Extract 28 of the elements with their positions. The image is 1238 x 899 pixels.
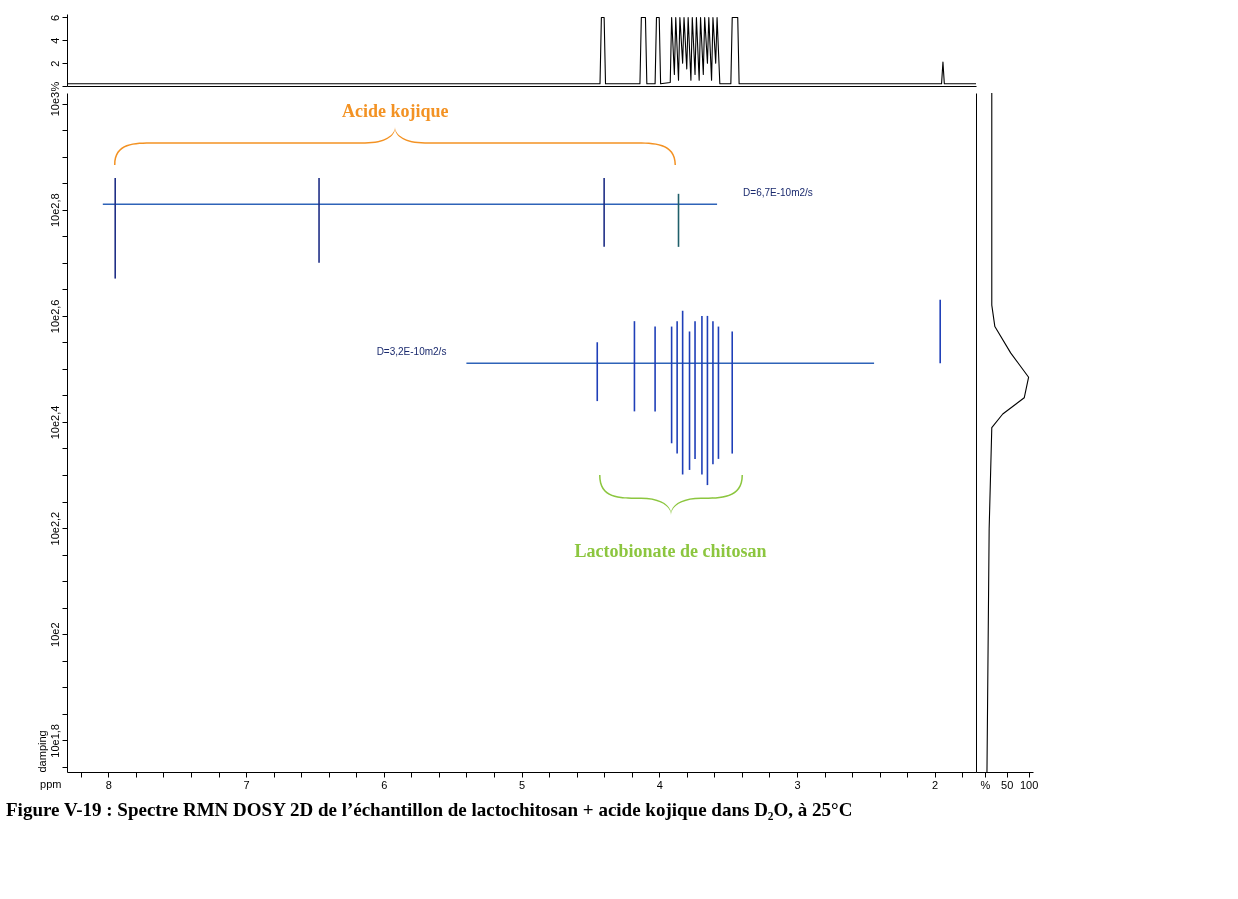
text: D=6,7E-10m2/s <box>743 187 813 199</box>
y-tick-label: % <box>48 81 61 92</box>
x-tick-label: 50 <box>1001 778 1014 791</box>
y-tick-label: 2 <box>48 60 61 67</box>
y-tick-label: 4 <box>48 37 61 44</box>
y-tick-label: 10e2,6 <box>48 299 61 334</box>
y-tick-label: 10e2,2 <box>48 511 61 546</box>
x-tick-label: 8 <box>105 778 112 791</box>
x-axis-title: ppm <box>40 777 62 790</box>
x-tick-label: 4 <box>656 778 663 791</box>
y-tick-label: 10e1,8 <box>48 724 61 758</box>
x-tick-label: 2 <box>932 778 939 791</box>
y-tick-label: 6 <box>48 14 61 21</box>
text: Figure V-19 : Spectre RMN DOSY 2D de l’échantillon de lactochitosan + acide kojique dans D₂O, à 25°C <box>6 798 854 822</box>
annotation: Lactobionate de chitosan <box>574 541 767 561</box>
annotation: Acide kojique <box>341 101 449 122</box>
x-tick-label: 7 <box>243 778 250 791</box>
x-tick-label: 6 <box>381 778 388 791</box>
x-tick-label: % <box>980 778 991 791</box>
x-tick-label: 100 <box>1019 778 1039 791</box>
text: D=3,2E-10m2/s <box>376 346 447 358</box>
y-tick-label: 10e2,4 <box>48 405 61 440</box>
y-tick-label: 10e3 <box>48 91 61 117</box>
y-tick-label: 10e2 <box>48 622 61 647</box>
x-tick-label: 5 <box>518 778 526 791</box>
x-tick-label: 3 <box>794 778 801 791</box>
y-tick-label: 10e2,8 <box>48 193 61 228</box>
y-axis-title: damping <box>35 730 48 773</box>
